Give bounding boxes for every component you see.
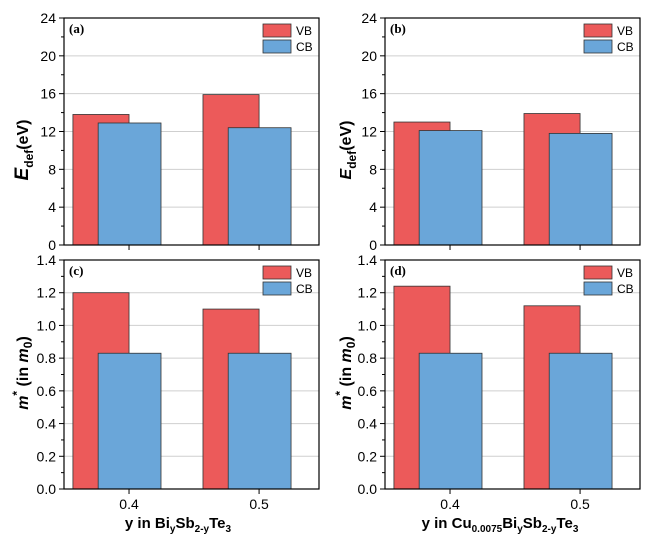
- panel-tag: (b): [390, 21, 406, 36]
- y-tick-label: 1.4: [358, 252, 378, 268]
- y-tick-label: 0.8: [37, 350, 57, 366]
- bar-cb: [548, 352, 613, 490]
- panel-tag: (d): [390, 263, 406, 278]
- plot-frame: [384, 17, 641, 246]
- legend-swatch-cb: [262, 39, 292, 54]
- legend-label-vb: VB: [617, 266, 633, 280]
- plot-frame: [63, 259, 320, 490]
- panel-c: 0.0 0.2 0.4 0.6 0.8 1.0 1.2 1.4 0.4 0.5 (c) VB CB: [37, 252, 320, 512]
- y-tick-label: 20: [361, 48, 377, 64]
- y-tick-label: 12: [40, 124, 56, 140]
- bar-cb: [548, 132, 613, 246]
- y-tick-label: 20: [40, 48, 56, 64]
- legend-swatch-vb: [583, 265, 613, 280]
- x-tick-label: 0.4: [440, 496, 460, 512]
- y-tick-label: 0.0: [37, 481, 57, 497]
- bar-cb: [418, 130, 483, 246]
- y-tick-label: 1.4: [37, 252, 57, 268]
- legend-swatch-cb: [583, 39, 613, 54]
- bar-cb: [227, 352, 292, 490]
- y-tick-label: 0.4: [37, 416, 57, 432]
- y-tick-label: 8: [369, 161, 377, 177]
- y-tick-label: 1.2: [37, 285, 57, 301]
- legend-swatch-cb: [262, 281, 292, 296]
- bar-cb: [97, 352, 162, 490]
- bar-cb: [418, 352, 483, 490]
- y-tick-label: 0.4: [358, 416, 378, 432]
- y-tick-label: 8: [48, 161, 56, 177]
- xlabel-left: y in BiySb2-yTe3: [125, 515, 232, 535]
- legend-label-vb: VB: [617, 24, 633, 38]
- bar-cb: [227, 127, 292, 246]
- legend-swatch-cb: [583, 281, 613, 296]
- y-tick-label: 0: [48, 237, 56, 253]
- legend-label-cb: CB: [617, 40, 634, 54]
- y-tick-label: 24: [361, 10, 377, 26]
- ylabel-left-top: Edef(eV): [12, 120, 36, 181]
- y-tick-label: 12: [361, 124, 377, 140]
- y-tick-label: 16: [361, 86, 377, 102]
- y-tick-label: 4: [369, 199, 377, 215]
- ylabel-right-top: Edef(eV): [338, 121, 359, 180]
- y-tick-label: 4: [48, 199, 56, 215]
- y-tick-label: 0.2: [37, 448, 57, 464]
- panel-d: 0.0 0.2 0.4 0.6 0.8 1.0 1.2 1.4 0.4 0.5 (d) VB CB: [358, 252, 641, 512]
- y-tick-label: 1.0: [37, 317, 57, 333]
- y-tick-label: 1.2: [358, 285, 378, 301]
- panel-tag: (a): [69, 21, 84, 36]
- plot-frame: [384, 259, 641, 490]
- legend-label-cb: CB: [296, 40, 313, 54]
- legend-swatch-vb: [583, 23, 613, 38]
- legend-label-vb: VB: [296, 24, 312, 38]
- y-tick-label: 16: [40, 86, 56, 102]
- y-tick-label: 0.2: [358, 448, 378, 464]
- y-tick-label: 0.0: [358, 481, 378, 497]
- y-tick-label: 0.6: [358, 383, 378, 399]
- y-tick-label: 24: [40, 10, 56, 26]
- y-tick-label: 1.0: [358, 317, 378, 333]
- y-tick-label: 0.8: [358, 350, 378, 366]
- plot-frame: [63, 17, 320, 246]
- ylabel-right-bottom: m* (in m0): [333, 336, 358, 410]
- x-tick-label: 0.5: [570, 496, 590, 512]
- panel-b: 0 4 8 12 16 20 24 (b) VB CB: [361, 10, 641, 253]
- y-tick-label: 0: [369, 237, 377, 253]
- legend-label-cb: CB: [617, 282, 634, 296]
- panel-tag: (c): [69, 263, 83, 278]
- legend-label-cb: CB: [296, 282, 313, 296]
- panel-a: 0 4 8 12 16 20 24 (a) VB CB: [40, 10, 320, 253]
- legend-swatch-vb: [262, 23, 292, 38]
- xlabel-right: y in Cu0.0075BiySb2-yTe3: [422, 515, 579, 535]
- legend-label-vb: VB: [296, 266, 312, 280]
- bar-cb: [97, 122, 162, 246]
- legend-swatch-vb: [262, 265, 292, 280]
- x-tick-label: 0.5: [249, 496, 269, 512]
- y-tick-label: 0.6: [37, 383, 57, 399]
- ylabel-left-bottom: m* (in m0): [10, 336, 35, 410]
- x-tick-label: 0.4: [119, 496, 139, 512]
